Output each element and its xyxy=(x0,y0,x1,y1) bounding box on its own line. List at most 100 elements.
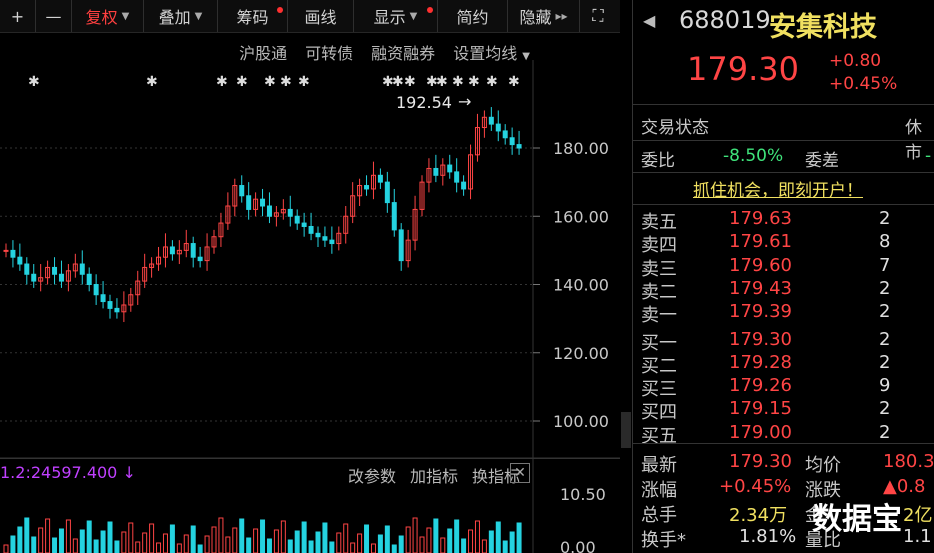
nav-set-ma[interactable]: 设置均线 ▼ xyxy=(453,40,530,64)
add-indicator-button[interactable]: 加指标 xyxy=(409,467,458,486)
y-tick-label: 120.00 xyxy=(553,344,609,363)
candle-body xyxy=(364,185,370,190)
total-value: 2.34万 xyxy=(729,505,788,526)
volume-bar xyxy=(447,528,453,553)
volume-bar xyxy=(3,544,9,553)
yincang-button[interactable]: 隐藏 ▸▸ xyxy=(508,0,580,32)
weicha-label: 委差 xyxy=(805,151,839,171)
candle-body xyxy=(218,222,224,238)
fuquan-button[interactable]: 复权 ▼ xyxy=(72,0,144,32)
candle-body xyxy=(149,263,155,268)
orderbook-vol: 2 xyxy=(879,208,891,229)
bid-row[interactable]: 买一 179.30 2 xyxy=(641,328,934,354)
bid-row[interactable]: 买二 179.28 2 xyxy=(641,351,934,377)
orderbook-vol: 8 xyxy=(879,231,891,253)
orderbook-price: 179.30 xyxy=(729,328,792,350)
change-label: 涨跌 xyxy=(805,480,841,501)
bid-row[interactable]: 买四 179.15 2 xyxy=(641,398,934,423)
candle-body xyxy=(107,301,113,309)
candle-body xyxy=(121,304,127,313)
weibi-value: -8.50% xyxy=(723,146,784,166)
candle-body xyxy=(52,266,58,275)
high-price-label: 192.54 xyxy=(396,93,452,112)
candle-body xyxy=(509,137,515,146)
candle-body xyxy=(447,164,453,173)
fuquan-label: 复权 xyxy=(85,8,118,27)
orderbook-vol: 2 xyxy=(879,351,891,373)
ask-row[interactable]: 卖一 179.39 2 xyxy=(641,301,934,326)
nav-rzrq[interactable]: 融资融券 xyxy=(371,44,436,63)
huaxian-button[interactable]: 画线 xyxy=(288,0,354,32)
bid-row[interactable]: 买五 179.00 2 xyxy=(641,422,934,447)
event-marker-icon: ✱ xyxy=(28,74,40,90)
volume-bar xyxy=(287,539,293,553)
candle-body xyxy=(169,246,175,255)
indicator-text: 1.2:24597.400 xyxy=(0,463,118,482)
candle-body xyxy=(454,171,460,183)
candle-body xyxy=(350,195,356,217)
bid-row[interactable]: 买三 179.26 9 xyxy=(641,375,934,401)
volume-bar xyxy=(176,543,182,553)
diejia-button[interactable]: 叠加 ▼ xyxy=(144,0,218,32)
xianshi-button[interactable]: 显示 ▼ xyxy=(354,0,438,32)
ask-row[interactable]: 卖三 179.60 7 xyxy=(641,255,934,280)
panel-collapse-handle[interactable] xyxy=(621,412,631,448)
orderbook-price: 179.43 xyxy=(729,277,792,299)
stock-code: 688019 xyxy=(679,6,771,34)
candle-body xyxy=(280,208,286,214)
zoom-in-button[interactable]: + xyxy=(0,0,36,32)
orderbook-vol: 9 xyxy=(879,375,891,397)
divider xyxy=(633,204,934,205)
latest-value: 179.30 xyxy=(729,451,792,472)
volume-bar xyxy=(225,536,231,553)
chevron-down-icon: ▼ xyxy=(121,10,130,22)
volume-bar xyxy=(502,540,508,553)
candle-body xyxy=(433,167,439,176)
volume-bar xyxy=(10,535,16,553)
volume-bar xyxy=(481,539,487,553)
volume-bar xyxy=(273,529,279,553)
chouma-button[interactable]: 筹码 xyxy=(218,0,288,32)
volume-bar xyxy=(433,518,439,553)
open-account-link[interactable]: 抓住机会，即刻开户！ xyxy=(693,181,863,201)
volume-bar xyxy=(72,538,78,553)
volume-bar xyxy=(336,532,342,553)
amount-value: 2亿 xyxy=(903,505,933,526)
ask-row[interactable]: 卖四 179.61 8 xyxy=(641,231,934,256)
volume-bar xyxy=(343,523,349,553)
back-icon[interactable]: ◀ xyxy=(643,11,656,30)
candle-body xyxy=(162,246,168,258)
volume-bar xyxy=(509,531,515,553)
amount-label: 金 xyxy=(805,505,823,526)
volratio-value: 1.1 xyxy=(903,526,932,547)
orderbook-label: 买三 xyxy=(641,379,677,401)
event-marker-icon: ✱ xyxy=(236,74,248,90)
jianyue-button[interactable]: 简约 xyxy=(438,0,508,32)
candle-body xyxy=(128,294,134,306)
ask-row[interactable]: 卖五 179.63 2 xyxy=(641,208,934,233)
fullscreen-button[interactable]: ⛶ xyxy=(580,0,616,32)
candle-body xyxy=(93,284,99,296)
candle-body xyxy=(516,144,522,149)
stock-name: 安集科技 xyxy=(769,12,877,43)
nav-kzz[interactable]: 可转债 xyxy=(305,44,354,63)
candle-body xyxy=(495,123,501,132)
volume-bar xyxy=(149,523,155,553)
candle-body xyxy=(239,185,245,197)
volume-bar xyxy=(364,524,370,553)
close-icon[interactable]: ✕ xyxy=(510,463,530,483)
volume-bar xyxy=(315,531,321,553)
switch-indicator-button[interactable]: 换指标 xyxy=(471,467,520,486)
volume-bar xyxy=(162,533,168,553)
candle-body xyxy=(384,181,390,204)
volume-bar xyxy=(218,517,224,553)
nav-hgt[interactable]: 沪股通 xyxy=(239,44,288,63)
candle-body xyxy=(211,236,217,248)
candle-body xyxy=(391,202,397,231)
volume-bar xyxy=(398,535,404,553)
vol-tick-label: 10.50 xyxy=(560,485,606,504)
zoom-out-button[interactable]: — xyxy=(36,0,72,32)
ask-row[interactable]: 卖二 179.43 2 xyxy=(641,277,934,303)
edit-params-button[interactable]: 改参数 xyxy=(347,467,396,486)
event-marker-icon: ✱ xyxy=(216,74,228,90)
